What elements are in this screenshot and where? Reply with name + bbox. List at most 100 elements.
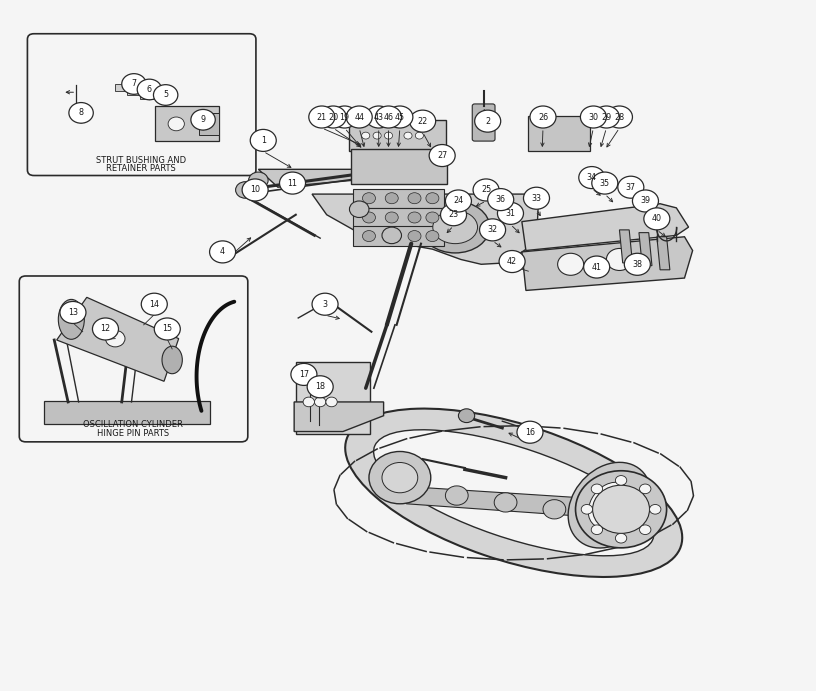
- Text: 27: 27: [437, 151, 447, 160]
- Circle shape: [498, 202, 524, 225]
- Circle shape: [530, 106, 556, 128]
- Circle shape: [105, 330, 125, 347]
- Circle shape: [385, 212, 398, 223]
- Circle shape: [210, 241, 236, 263]
- Circle shape: [473, 179, 499, 201]
- Circle shape: [517, 422, 543, 443]
- Circle shape: [524, 187, 549, 209]
- Text: OSCILLATION CYLINDER: OSCILLATION CYLINDER: [83, 420, 183, 430]
- Circle shape: [139, 84, 149, 91]
- Circle shape: [385, 231, 398, 242]
- Circle shape: [290, 363, 317, 386]
- Circle shape: [579, 167, 605, 189]
- Circle shape: [459, 409, 475, 423]
- Polygon shape: [312, 194, 538, 264]
- FancyBboxPatch shape: [28, 34, 256, 176]
- Circle shape: [426, 193, 439, 204]
- Circle shape: [426, 212, 439, 223]
- Circle shape: [331, 106, 357, 128]
- Text: 41: 41: [592, 263, 601, 272]
- Circle shape: [446, 190, 472, 212]
- Circle shape: [592, 484, 602, 493]
- Text: 45: 45: [395, 113, 405, 122]
- Text: 16: 16: [525, 428, 535, 437]
- Circle shape: [592, 485, 650, 533]
- Text: 4: 4: [220, 247, 225, 256]
- Text: HINGE PIN PARTS: HINGE PIN PARTS: [97, 428, 169, 437]
- Text: 17: 17: [299, 370, 309, 379]
- Ellipse shape: [432, 211, 477, 244]
- Text: 25: 25: [481, 185, 491, 194]
- Text: RETAINER PARTS: RETAINER PARTS: [106, 164, 176, 173]
- Text: 34: 34: [587, 173, 596, 182]
- Text: 42: 42: [507, 257, 517, 266]
- Circle shape: [593, 106, 619, 128]
- Text: 2: 2: [486, 117, 490, 126]
- Text: 43: 43: [374, 113, 384, 122]
- Ellipse shape: [345, 408, 682, 577]
- Circle shape: [151, 88, 161, 95]
- Circle shape: [163, 91, 173, 100]
- Circle shape: [69, 102, 93, 123]
- Circle shape: [382, 462, 418, 493]
- Circle shape: [362, 231, 375, 242]
- FancyBboxPatch shape: [528, 115, 590, 151]
- Circle shape: [408, 231, 421, 242]
- Text: 3: 3: [322, 300, 327, 309]
- Circle shape: [92, 318, 118, 340]
- Circle shape: [312, 293, 338, 315]
- Text: 46: 46: [384, 113, 393, 122]
- Circle shape: [480, 219, 506, 241]
- Circle shape: [385, 193, 398, 204]
- Polygon shape: [522, 237, 693, 290]
- Circle shape: [153, 85, 178, 105]
- Circle shape: [304, 372, 316, 381]
- Circle shape: [382, 227, 401, 244]
- Circle shape: [592, 525, 602, 535]
- Circle shape: [349, 201, 369, 218]
- Circle shape: [441, 204, 467, 226]
- Circle shape: [606, 106, 632, 128]
- Circle shape: [446, 486, 468, 505]
- Circle shape: [369, 451, 431, 504]
- Circle shape: [488, 189, 514, 211]
- Polygon shape: [56, 297, 179, 381]
- Text: 30: 30: [588, 113, 598, 122]
- Circle shape: [583, 256, 610, 278]
- Text: 37: 37: [626, 182, 636, 191]
- Circle shape: [650, 504, 661, 514]
- Circle shape: [475, 110, 501, 132]
- FancyBboxPatch shape: [140, 92, 153, 99]
- Circle shape: [404, 132, 412, 139]
- Ellipse shape: [588, 482, 631, 528]
- Text: 29: 29: [601, 113, 611, 122]
- Text: 19: 19: [339, 113, 349, 122]
- FancyBboxPatch shape: [295, 362, 370, 433]
- FancyBboxPatch shape: [349, 120, 446, 151]
- Circle shape: [362, 212, 375, 223]
- Text: 38: 38: [632, 260, 642, 269]
- Text: 40: 40: [652, 214, 662, 223]
- Text: 12: 12: [100, 325, 110, 334]
- Text: 36: 36: [495, 195, 506, 204]
- Circle shape: [236, 182, 255, 198]
- FancyBboxPatch shape: [20, 276, 248, 442]
- Polygon shape: [657, 237, 670, 269]
- Circle shape: [242, 179, 268, 201]
- FancyBboxPatch shape: [155, 106, 219, 141]
- Text: 10: 10: [251, 185, 260, 194]
- FancyBboxPatch shape: [115, 84, 128, 91]
- Circle shape: [640, 484, 651, 493]
- Circle shape: [346, 106, 372, 128]
- Circle shape: [618, 176, 644, 198]
- Circle shape: [415, 132, 424, 139]
- Text: 20: 20: [328, 113, 339, 122]
- Text: 22: 22: [418, 117, 428, 126]
- Circle shape: [280, 172, 305, 194]
- Circle shape: [361, 132, 370, 139]
- Circle shape: [644, 208, 670, 230]
- Text: 14: 14: [149, 300, 159, 309]
- Circle shape: [624, 254, 650, 275]
- Text: 28: 28: [614, 113, 624, 122]
- Circle shape: [580, 106, 606, 128]
